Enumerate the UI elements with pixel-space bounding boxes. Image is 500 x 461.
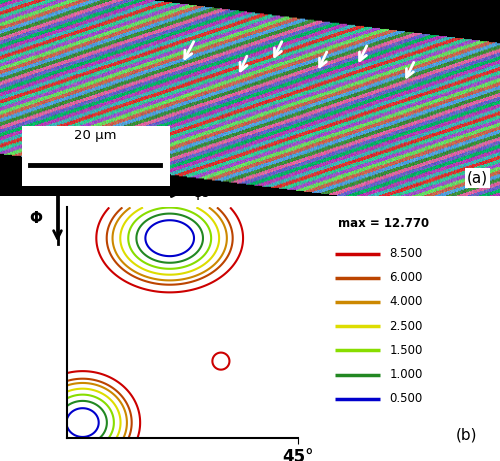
Text: (b): (b) xyxy=(456,427,477,443)
Bar xyxy=(22,126,170,186)
Text: 2.500: 2.500 xyxy=(390,319,423,333)
Text: (a): (a) xyxy=(467,171,488,186)
Text: 8.500: 8.500 xyxy=(390,247,422,260)
Text: φ₁: φ₁ xyxy=(192,185,209,200)
Text: Φ: Φ xyxy=(30,212,43,226)
Text: 6.000: 6.000 xyxy=(390,271,423,284)
Text: 0.500: 0.500 xyxy=(390,392,422,405)
Text: 20 μm: 20 μm xyxy=(74,129,116,142)
Text: 4.000: 4.000 xyxy=(390,296,423,308)
Text: max = 12.770: max = 12.770 xyxy=(338,217,430,230)
Text: 1.500: 1.500 xyxy=(390,344,423,357)
Text: 1.000: 1.000 xyxy=(390,368,423,381)
